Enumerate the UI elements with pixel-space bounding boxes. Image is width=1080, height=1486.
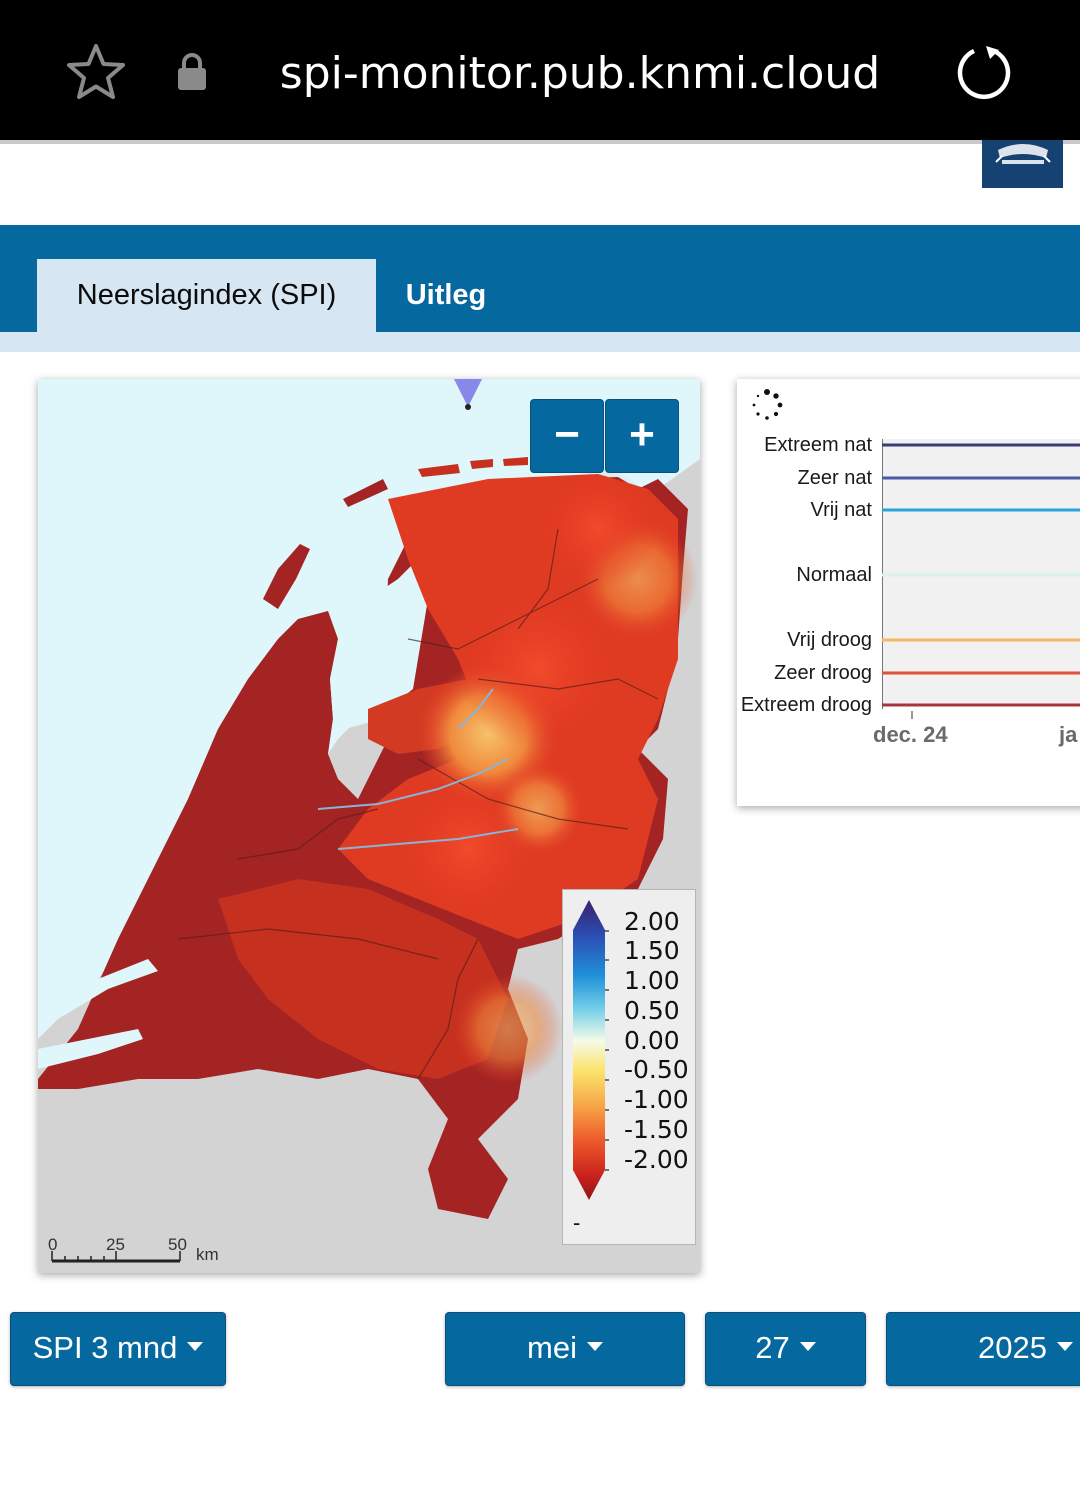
scale-bar: 0 25 50 km [48, 1235, 250, 1267]
tab-bar-underline [0, 332, 1080, 352]
day-select[interactable]: 27 [705, 1312, 866, 1386]
year-select[interactable]: 2025 [886, 1312, 1080, 1386]
tab-uitleg[interactable]: Uitleg [405, 279, 487, 311]
url-text[interactable]: spi-monitor.pub.knmi.cloud [279, 48, 881, 99]
legend-tick: 0.00 [624, 1026, 680, 1055]
legend-tick: -1.50 [624, 1115, 689, 1144]
legend-tick: 0.50 [624, 996, 680, 1025]
zoom-out-button[interactable]: − [530, 399, 604, 473]
category-label: Vrij droog [787, 629, 872, 651]
index-select[interactable]: SPI 3 mnd [10, 1312, 226, 1386]
x-axis-tick: dec. 24 [873, 722, 948, 747]
category-label: Extreem droog [740, 694, 872, 716]
tab-neerslagindex[interactable]: Neerslagindex (SPI) [37, 259, 376, 332]
category-label: Vrij nat [810, 499, 872, 521]
scale-unit: km [196, 1245, 219, 1264]
toolbar-divider [0, 140, 1080, 144]
map-canvas[interactable] [38, 379, 700, 1273]
star-icon[interactable] [66, 42, 126, 102]
loading-spinner-icon [752, 389, 783, 420]
rijksoverheid-logo [982, 140, 1063, 188]
legend-colorbar [573, 900, 609, 1200]
chevron-down-icon [799, 1342, 816, 1352]
lock-icon [178, 53, 206, 90]
chart-plot-area [882, 439, 1080, 719]
category-label: Normaal [796, 564, 872, 586]
legend-tick: -2.00 [624, 1145, 689, 1174]
zoom-in-button[interactable]: + [605, 399, 679, 473]
chevron-down-icon [1057, 1342, 1073, 1352]
browser-address-bar: spi-monitor.pub.knmi.cloud [0, 0, 1080, 140]
category-label: Zeer nat [797, 467, 872, 489]
spi-legend: 2.00 1.50 1.00 0.50 0.00 -0.50 -1.00 -1.… [562, 889, 696, 1245]
legend-nodata: - [573, 1210, 581, 1235]
x-axis-tick: ja [1059, 722, 1078, 747]
scale-label: 25 [106, 1235, 125, 1254]
scale-label: 0 [48, 1235, 58, 1254]
legend-tick: -0.50 [624, 1055, 689, 1084]
category-label: Zeer droog [774, 662, 872, 684]
chevron-down-icon [187, 1342, 204, 1352]
legend-tick: 2.00 [624, 907, 680, 936]
legend-tick: -1.00 [624, 1085, 689, 1114]
chevron-down-icon [586, 1342, 603, 1352]
legend-tick: 1.50 [624, 936, 680, 965]
month-select[interactable]: mei [445, 1312, 685, 1386]
legend-tick: 1.00 [624, 966, 680, 995]
scale-label: 50 [168, 1235, 187, 1254]
reload-icon[interactable] [955, 44, 1013, 102]
spi-map[interactable]: − + 2.00 1.50 1.00 0.50 0.00 -0.50 -1.00… [38, 379, 700, 1273]
spi-timeseries-chart: Extreem nat Zeer nat Vrij nat Normaal Vr… [737, 379, 1080, 806]
category-label: Extreem nat [764, 434, 872, 456]
threshold-lines [882, 439, 1080, 719]
